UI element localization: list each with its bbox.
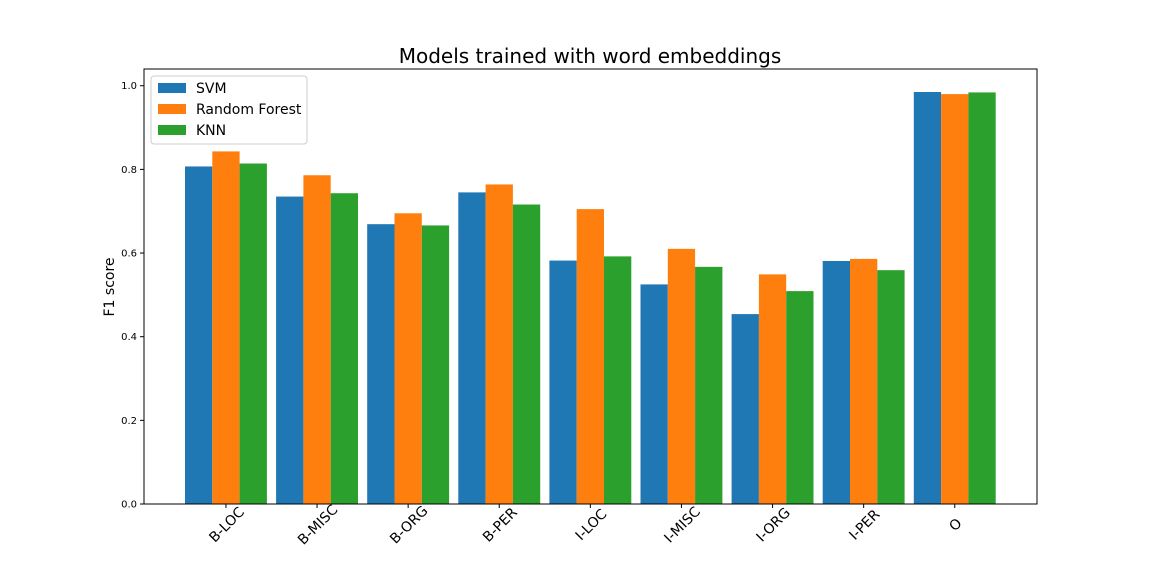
bar-random-forest-b-misc (303, 175, 331, 504)
y-tick-label: 0.0 (121, 500, 137, 511)
bar-svm-o (913, 92, 942, 504)
y-tick-label: 0.2 (121, 416, 137, 427)
bar-svm-i-loc (549, 260, 577, 504)
y-tick-label: 0.4 (121, 332, 137, 343)
legend-swatch-svm (158, 83, 186, 93)
bar-knn-i-misc (695, 266, 723, 504)
legend-box (150, 75, 308, 145)
legend-swatch-random-forest (158, 104, 186, 114)
bar-svm-i-org (731, 314, 759, 504)
bar-random-forest-i-loc (576, 209, 604, 505)
bar-random-forest-o (941, 94, 969, 504)
bar-knn-b-per (512, 204, 541, 504)
axes-frame (143, 68, 1038, 505)
legend-swatch-knn (158, 125, 186, 135)
bar-knn-b-misc (330, 193, 358, 505)
bar-svm-i-misc (640, 284, 668, 504)
bar-random-forest-b-per (485, 184, 513, 504)
legend-label: KNN (196, 123, 226, 139)
legend-label: SVM (196, 81, 227, 97)
bar-knn-i-per (877, 270, 905, 504)
bar-random-forest-b-loc (212, 151, 240, 504)
bar-knn-o (968, 92, 996, 504)
legend: SVM Random Forest KNN (150, 75, 308, 145)
bar-random-forest-b-org (394, 213, 422, 504)
legend-label: Random Forest (196, 102, 302, 118)
y-tick-label: 0.8 (121, 165, 137, 176)
chart-title: Models trained with word embeddings (399, 44, 782, 68)
y-axis-label: F1 score (102, 257, 118, 316)
bar-svm-b-loc (185, 166, 213, 504)
y-tick-label: 0.6 (121, 249, 137, 260)
bar-svm-i-per (822, 260, 850, 504)
bar-knn-i-loc (604, 256, 632, 504)
bar-random-forest-i-misc (667, 248, 696, 504)
bar-knn-b-loc (239, 163, 267, 504)
bar-svm-b-misc (276, 196, 304, 504)
bar-svm-b-per (458, 192, 486, 505)
bar-random-forest-i-org (758, 274, 787, 504)
bar-knn-b-org (421, 225, 450, 505)
bar-knn-i-org (786, 291, 814, 504)
bar-svm-b-org (367, 224, 395, 504)
y-tick-label: 1.0 (121, 81, 137, 92)
bar-random-forest-i-per (850, 258, 878, 504)
